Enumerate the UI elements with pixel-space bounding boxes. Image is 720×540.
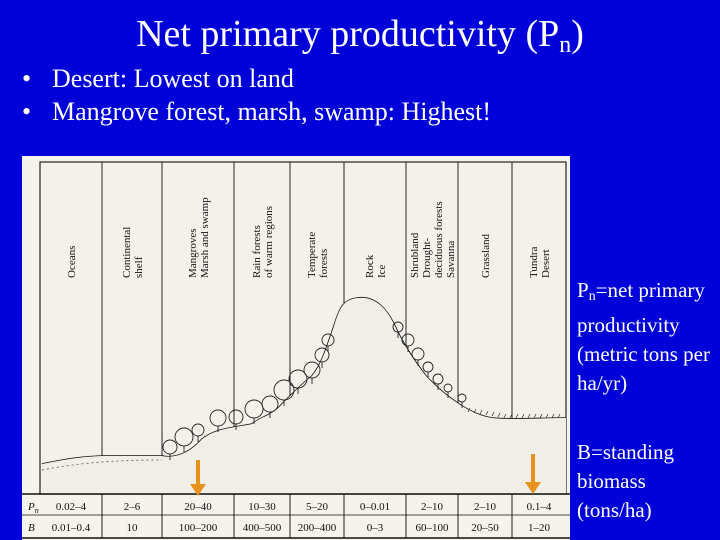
ecosystem-label: Shrubland: [409, 232, 421, 278]
pn-row-label: Pn: [27, 501, 39, 515]
ecosystem-label: deciduous forests: [433, 201, 445, 278]
ocean-floor: [41, 459, 163, 471]
pn-definition: Pn=net primary productivity (metric tons…: [577, 276, 717, 398]
arrow-head: [525, 482, 541, 494]
arrow-desert: [525, 454, 541, 494]
grass-tuft: [539, 413, 543, 419]
table-cell: 10: [127, 522, 139, 534]
b-definition: B=standing biomass (tons/ha): [577, 440, 675, 522]
pn-subscript: n: [588, 289, 596, 304]
productivity-profile: [41, 296, 567, 494]
table-cell: 200–400: [298, 522, 337, 534]
bullet-item: • Desert: Lowest on land: [22, 62, 491, 95]
grass-tuft: [479, 409, 483, 415]
table-cell: 5–20: [306, 501, 329, 513]
grass-tuft: [485, 410, 489, 416]
productivity-diagram: Oceans Continental shelf Mangroves Marsh and…: [22, 156, 570, 540]
ecosystem-label: forests: [318, 249, 330, 278]
table-cell: 60–100: [416, 522, 450, 534]
bullet-dot: •: [22, 64, 32, 93]
grass-tuft: [551, 413, 555, 419]
bullet-dot: •: [22, 97, 32, 126]
grass-tuft: [497, 412, 501, 418]
title-close: ): [571, 13, 584, 55]
ecosystem-label: Ice: [376, 264, 388, 278]
ecosystem-label: Oceans: [66, 246, 78, 278]
title-subscript: n: [559, 32, 572, 58]
grass-tuft: [533, 413, 537, 419]
grass-tuft: [473, 408, 477, 414]
ecosystem-label: Desert: [540, 249, 552, 278]
ecosystem-label: Temperate: [306, 232, 318, 278]
table-cell: 400–500: [243, 522, 282, 534]
ecosystem-label: Tundra: [528, 247, 540, 278]
ecosystem-label: Savanna: [445, 241, 457, 278]
grass-tuft: [515, 413, 519, 419]
value-table: 0.02–4 2–6 20–40 10–30 5–20 0–0.01 2–10 2–10 0.1…: [52, 501, 552, 534]
vegetation-sketch: [162, 321, 561, 460]
b-row-label: B: [28, 522, 35, 534]
grass-tuft: [503, 413, 507, 419]
ecosystem-labels: Oceans Continental shelf Mangroves Marsh and…: [66, 197, 552, 278]
table-cell: 2–6: [124, 501, 141, 513]
table-cell: 0–3: [367, 522, 384, 534]
slide-title: Net primary productivity (Pn): [0, 12, 720, 67]
ecosystem-label: Grassland: [480, 234, 492, 278]
table-cell: 0–0.01: [360, 501, 390, 513]
title-text: Net primary productivity (P: [136, 13, 560, 55]
ecosystem-label: shelf: [133, 256, 145, 278]
ecosystem-label: Marsh and swamp: [199, 197, 211, 278]
table-cell: 2–10: [421, 501, 444, 513]
table-cell: 10–30: [248, 501, 276, 513]
table-cell: 100–200: [179, 522, 218, 534]
grass-tuft: [509, 413, 513, 419]
grass-tuft: [467, 407, 471, 413]
table-cell: 0.01–0.4: [52, 522, 91, 534]
productivity-figure: Oceans Continental shelf Mangroves Marsh and…: [22, 156, 570, 540]
grass-tuft: [557, 413, 561, 419]
bullet-text: Mangrove forest, marsh, swamp: Highest!: [52, 97, 492, 126]
grass-tuft: [521, 413, 525, 419]
ecosystem-label: Mangroves: [187, 229, 199, 279]
table-cell: 0.02–4: [56, 501, 87, 513]
grass-tuft: [491, 411, 495, 417]
table-cell: 1–20: [528, 522, 551, 534]
ecosystem-label: Rock: [364, 254, 376, 278]
profile-fill: [42, 297, 566, 494]
ecosystem-label: Rain forests: [251, 225, 263, 278]
table-cell: 20–40: [184, 501, 212, 513]
table-cell: 2–10: [474, 501, 497, 513]
arrow-head: [190, 484, 206, 496]
bullet-text: Desert: Lowest on land: [52, 64, 294, 93]
grass-tuft: [527, 413, 531, 419]
grass-tuft: [545, 413, 549, 419]
arrow-mangrove: [190, 460, 206, 496]
ecosystem-label: Drought-: [421, 237, 433, 278]
bullet-list: • Desert: Lowest on land • Mangrove forest…: [22, 62, 491, 128]
table-cell: 20–50: [471, 522, 499, 534]
ecosystem-label: of warm regions: [263, 206, 275, 278]
table-cell: 0.1–4: [527, 501, 552, 513]
pn-symbol: P: [577, 278, 589, 302]
ecosystem-label: Continental: [121, 227, 133, 278]
bullet-item: • Mangrove forest, marsh, swamp: Highest!: [22, 95, 491, 128]
pn-definition-text: =net primary productivity (metric tons p…: [577, 278, 710, 395]
